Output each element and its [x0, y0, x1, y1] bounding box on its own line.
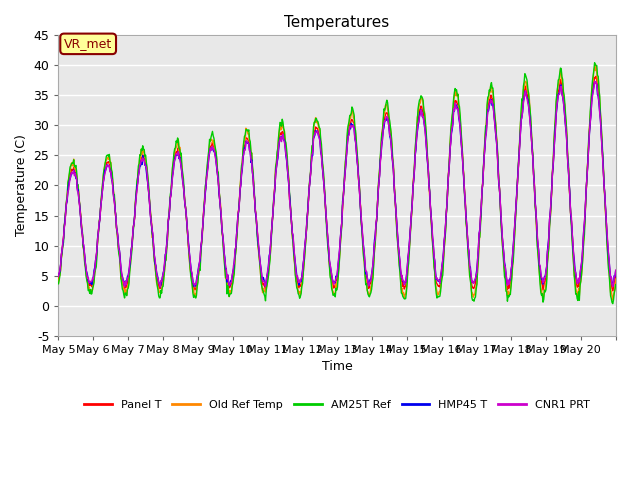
X-axis label: Time: Time — [322, 360, 353, 373]
Y-axis label: Temperature (C): Temperature (C) — [15, 134, 28, 237]
Legend: Panel T, Old Ref Temp, AM25T Ref, HMP45 T, CNR1 PRT: Panel T, Old Ref Temp, AM25T Ref, HMP45 … — [80, 395, 595, 414]
Title: Temperatures: Temperatures — [284, 15, 390, 30]
Text: VR_met: VR_met — [64, 37, 112, 50]
